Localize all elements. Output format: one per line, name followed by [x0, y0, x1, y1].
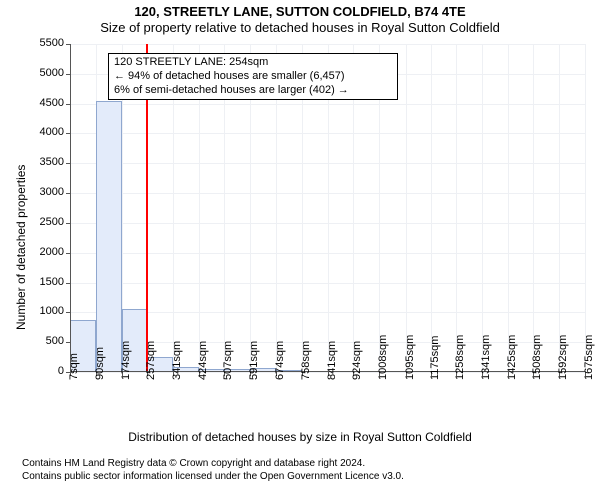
page-title: 120, STREETLY LANE, SUTTON COLDFIELD, B7… [0, 4, 600, 20]
y-tick-label: 3000 [40, 186, 64, 198]
gridline-v [508, 44, 509, 372]
y-tick-label: 5000 [40, 67, 64, 79]
footer-line-2: Contains public sector information licen… [22, 471, 404, 484]
gridline-v [533, 44, 534, 372]
gridline-v [431, 44, 432, 372]
annotation-line-2: ← 94% of detached houses are smaller (6,… [114, 70, 392, 84]
y-tick-label: 1000 [40, 305, 64, 317]
y-tick-label: 500 [46, 335, 64, 347]
chart-bar [96, 101, 122, 372]
gridline-v [559, 44, 560, 372]
footer: Contains HM Land Registry data © Crown c… [22, 458, 404, 483]
footer-line-1: Contains HM Land Registry data © Crown c… [22, 458, 404, 471]
y-tick-label: 4500 [40, 97, 64, 109]
annotation-box: 120 STREETLY LANE: 254sqm ← 94% of detac… [108, 53, 398, 100]
annotation-line-3: 6% of semi-detached houses are larger (4… [114, 84, 392, 98]
gridline-v [482, 44, 483, 372]
x-axis-label: Distribution of detached houses by size … [0, 430, 600, 444]
y-tick-label: 1500 [40, 276, 64, 288]
annotation-line-1: 120 STREETLY LANE: 254sqm [114, 56, 392, 70]
page: 120, STREETLY LANE, SUTTON COLDFIELD, B7… [0, 0, 600, 500]
y-tick-label: 2500 [40, 216, 64, 228]
gridline-v [456, 44, 457, 372]
y-tick-label: 3500 [40, 156, 64, 168]
y-tick-label: 0 [58, 365, 64, 377]
y-axis-label: Number of detached properties [14, 165, 28, 330]
y-tick-label: 2000 [40, 246, 64, 258]
y-axis-line [70, 44, 71, 372]
gridline-v [585, 44, 586, 372]
gridline-v [406, 44, 407, 372]
page-subtitle: Size of property relative to detached ho… [0, 20, 600, 36]
y-tick-label: 5500 [40, 37, 64, 49]
y-tick-label: 4000 [40, 126, 64, 138]
